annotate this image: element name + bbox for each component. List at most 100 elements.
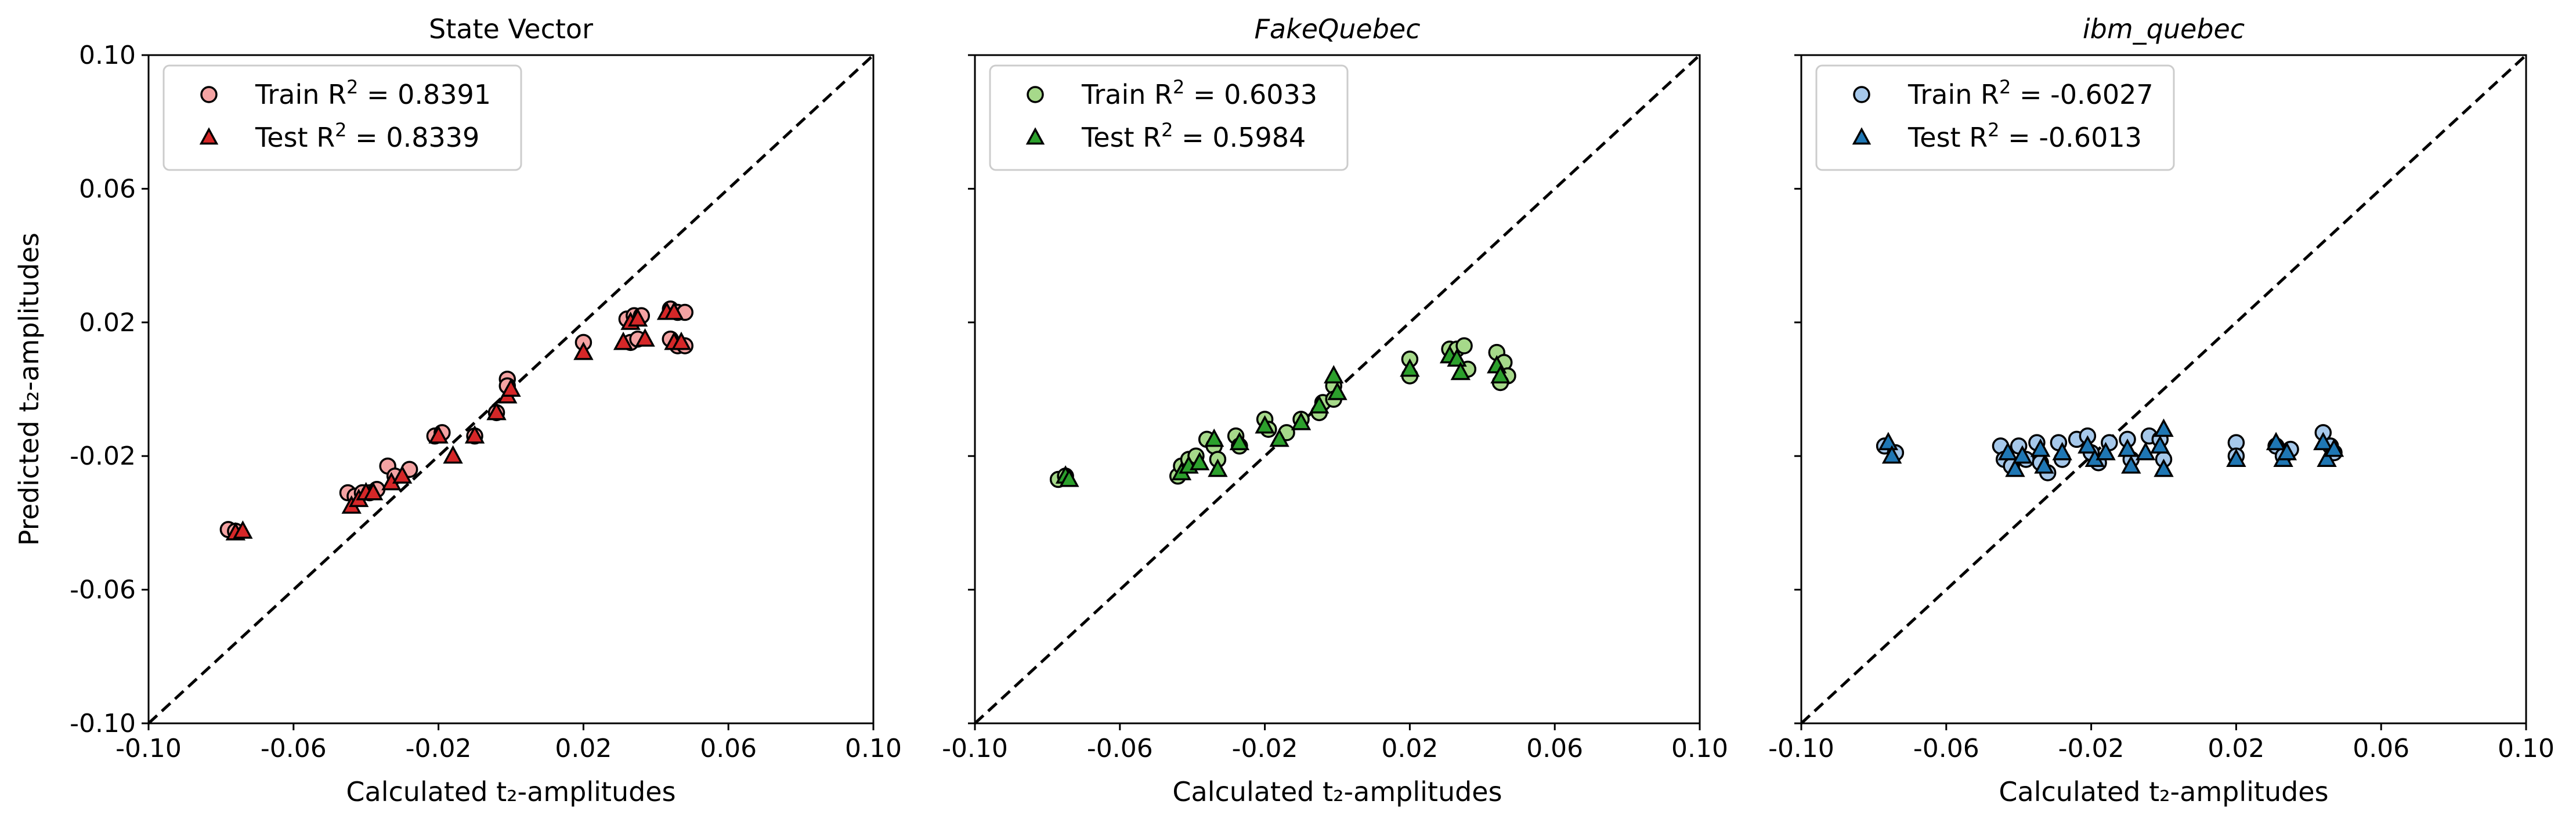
test-point: [2136, 441, 2156, 461]
chart-panel-1: -0.10-0.10 -0.06 -0.06 -0.02 -0.02 0.02 0.02 0.…: [13, 13, 902, 807]
reference-line: [1800, 54, 2527, 724]
legend-box: [1815, 64, 2175, 171]
chart-title: FakeQuebec: [1254, 13, 1420, 45]
test-point: [671, 331, 692, 350]
test-point: [1189, 452, 1210, 470]
legend-train-marker: [1027, 86, 1044, 103]
x-axis-label: Calculated t₂-amplitudes: [1172, 776, 1502, 807]
test-point: [428, 425, 449, 444]
test-point: [1490, 365, 1511, 383]
test-point: [2005, 458, 2025, 477]
chart-title: ibm_quebec: [2083, 13, 2245, 45]
axes-frame: [974, 54, 1701, 724]
legend-train-marker: [200, 86, 218, 103]
test-point: [2154, 458, 2174, 477]
x-tick-label: -0.06: [1087, 734, 1153, 763]
y-tick-label: 0.02: [79, 308, 136, 338]
test-point: [635, 328, 655, 347]
test-point: [2121, 455, 2141, 474]
legend-box: [989, 64, 1349, 171]
test-point: [2154, 418, 2174, 437]
x-axis-label: Calculated t₂-amplitudes: [346, 776, 675, 807]
legend-label: Test R2 = 0.5984: [1081, 119, 1306, 153]
legend-test-marker: [199, 127, 219, 145]
test-point: [233, 520, 253, 539]
test-point: [1059, 468, 1079, 487]
x-tick-label: -0.06: [261, 734, 327, 763]
test-point: [464, 425, 485, 444]
x-tick-label: -0.02: [406, 734, 472, 763]
x-tick-label: -0.10: [115, 734, 182, 763]
legend-box: [162, 64, 522, 171]
test-point: [1997, 441, 2018, 461]
test-point: [1291, 411, 1312, 430]
y-tick-label: -0.06: [70, 575, 136, 605]
x-tick-label: -0.02: [1232, 734, 1298, 763]
test-point: [2012, 445, 2033, 464]
test-point: [501, 378, 521, 397]
test-point: [627, 308, 648, 327]
axes-frame: [147, 54, 875, 724]
test-point: [2096, 441, 2116, 461]
test-point: [1255, 415, 1275, 434]
x-tick-label: 0.10: [2498, 734, 2555, 763]
test-point: [392, 465, 413, 484]
legend-test-marker: [1852, 127, 1872, 145]
test-point: [1450, 361, 1471, 381]
test-point: [1324, 365, 1344, 383]
test-point: [2324, 439, 2344, 457]
train-point: [1455, 337, 1473, 354]
test-point: [2150, 435, 2170, 454]
x-axis-label: Calculated t₂-amplitudes: [1999, 776, 2328, 807]
x-tick-label: -0.10: [942, 734, 1008, 763]
test-point: [363, 481, 384, 501]
test-point: [2317, 448, 2337, 467]
test-point: [2030, 439, 2051, 457]
x-tick-label: 0.10: [845, 734, 902, 763]
legend-train-marker: [1853, 86, 1870, 103]
test-point: [1208, 458, 1228, 477]
axes-frame: [1800, 54, 2527, 724]
x-tick-label: -0.10: [1768, 734, 1834, 763]
test-point: [1447, 348, 1467, 367]
test-point: [664, 301, 684, 320]
test-point: [1204, 428, 1224, 447]
x-tick-label: 0.02: [1381, 734, 1438, 763]
test-point: [1881, 445, 1902, 464]
test-point: [1327, 382, 1347, 400]
x-tick-label: -0.06: [1913, 734, 1979, 763]
test-point: [1400, 358, 1420, 377]
x-tick-label: 0.02: [555, 734, 612, 763]
test-point: [1878, 432, 1899, 451]
x-tick-label: -0.02: [2058, 734, 2125, 763]
test-point: [1229, 432, 1250, 451]
test-point: [613, 331, 634, 350]
chart-panel-3: -0.10 -0.06 -0.02 0.02 0.06 0.10 ibm_quebec Cal…: [1768, 13, 2555, 807]
test-point: [2226, 448, 2246, 467]
test-point: [2034, 455, 2054, 474]
y-tick-label: -0.10: [70, 709, 136, 738]
test-point: [2052, 441, 2072, 461]
y-tick-label: 0.10: [79, 41, 136, 70]
chart-title: State Vector: [429, 13, 593, 45]
test-point: [486, 401, 507, 421]
test-point: [2277, 441, 2297, 461]
legend-label: Train R2 = 0.8391: [255, 76, 491, 110]
chart-panel-2: -0.10 -0.06 -0.02 0.02 0.06 0.10 FakeQuebec Cal…: [942, 13, 1728, 807]
test-point: [1269, 428, 1289, 447]
y-tick-label: 0.06: [79, 174, 136, 204]
x-tick-label: 0.06: [2353, 734, 2409, 763]
y-tick-label: -0.02: [70, 441, 136, 471]
x-tick-label: 0.06: [700, 734, 757, 763]
test-point: [2313, 432, 2333, 451]
legend-label: Test R2 = 0.8339: [255, 119, 479, 153]
test-point: [2117, 439, 2138, 457]
legend-test-marker: [1025, 127, 1045, 145]
test-point: [1309, 395, 1329, 414]
test-point: [443, 445, 463, 464]
test-point: [2266, 432, 2286, 451]
x-tick-label: 0.06: [1526, 734, 1583, 763]
x-tick-label: 0.02: [2208, 734, 2264, 763]
legend-label: Train R2 = 0.6033: [1081, 76, 1317, 110]
